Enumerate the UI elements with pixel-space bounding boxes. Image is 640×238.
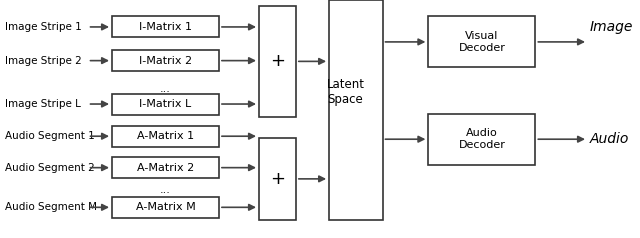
Bar bbox=[428, 16, 536, 67]
Text: Audio Segment 1: Audio Segment 1 bbox=[5, 131, 95, 141]
Text: Image Stripe 1: Image Stripe 1 bbox=[5, 22, 82, 32]
Bar bbox=[112, 197, 219, 218]
Text: Image Stripe L: Image Stripe L bbox=[5, 99, 81, 109]
Bar bbox=[112, 94, 219, 114]
Bar bbox=[329, 0, 383, 220]
Bar bbox=[112, 50, 219, 71]
Text: Audio: Audio bbox=[590, 132, 629, 146]
Text: A-Matrix M: A-Matrix M bbox=[136, 202, 195, 212]
Text: Image Stripe 2: Image Stripe 2 bbox=[5, 56, 82, 66]
Bar bbox=[428, 114, 536, 165]
Text: ...: ... bbox=[160, 84, 171, 94]
Text: +: + bbox=[270, 170, 285, 188]
Text: I-Matrix L: I-Matrix L bbox=[140, 99, 191, 109]
Text: I-Matrix 2: I-Matrix 2 bbox=[139, 56, 192, 66]
Bar bbox=[259, 138, 296, 220]
Text: ...: ... bbox=[160, 185, 171, 195]
Bar bbox=[112, 126, 219, 147]
Text: I-Matrix 1: I-Matrix 1 bbox=[139, 22, 192, 32]
Text: Audio Segment M: Audio Segment M bbox=[5, 202, 97, 212]
Text: Image: Image bbox=[590, 20, 633, 34]
Text: +: + bbox=[270, 52, 285, 70]
Bar bbox=[112, 16, 219, 37]
Text: A-Matrix 2: A-Matrix 2 bbox=[137, 163, 194, 173]
Text: Audio
Decoder: Audio Decoder bbox=[458, 129, 505, 150]
Bar bbox=[259, 6, 296, 117]
Bar bbox=[112, 157, 219, 178]
Text: Visual
Decoder: Visual Decoder bbox=[458, 31, 505, 53]
Text: Audio Segment 2: Audio Segment 2 bbox=[5, 163, 95, 173]
Text: A-Matrix 1: A-Matrix 1 bbox=[137, 131, 194, 141]
Text: Latent
Space: Latent Space bbox=[326, 78, 365, 106]
